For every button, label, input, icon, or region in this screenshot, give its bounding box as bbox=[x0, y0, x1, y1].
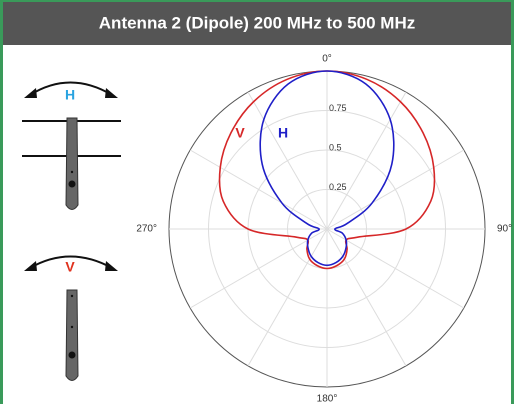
theta-tick-label: 90° bbox=[497, 224, 512, 235]
orientation-label: V bbox=[65, 259, 75, 275]
theta-tick-label: 0° bbox=[322, 54, 332, 65]
antenna-horizontal: H bbox=[22, 81, 121, 210]
r-tick-label: 0.75 bbox=[329, 103, 347, 113]
r-tick-label: 0.25 bbox=[329, 182, 347, 192]
theta-tick-label: 270° bbox=[136, 224, 157, 235]
orientation-label: H bbox=[65, 87, 75, 103]
series-line bbox=[259, 70, 395, 267]
theta-tick-label: 180° bbox=[317, 394, 338, 404]
series-line bbox=[218, 70, 436, 270]
series-label: H bbox=[278, 125, 288, 141]
antenna-vertical: V bbox=[24, 255, 118, 381]
series-label: V bbox=[235, 125, 245, 141]
header bbox=[1, 1, 513, 45]
radial-grid-circle bbox=[208, 110, 446, 348]
chart-title: Antenna 2 (Dipole) 200 MHz to 500 MHz bbox=[99, 13, 415, 32]
r-tick-label: 0.5 bbox=[329, 142, 342, 152]
